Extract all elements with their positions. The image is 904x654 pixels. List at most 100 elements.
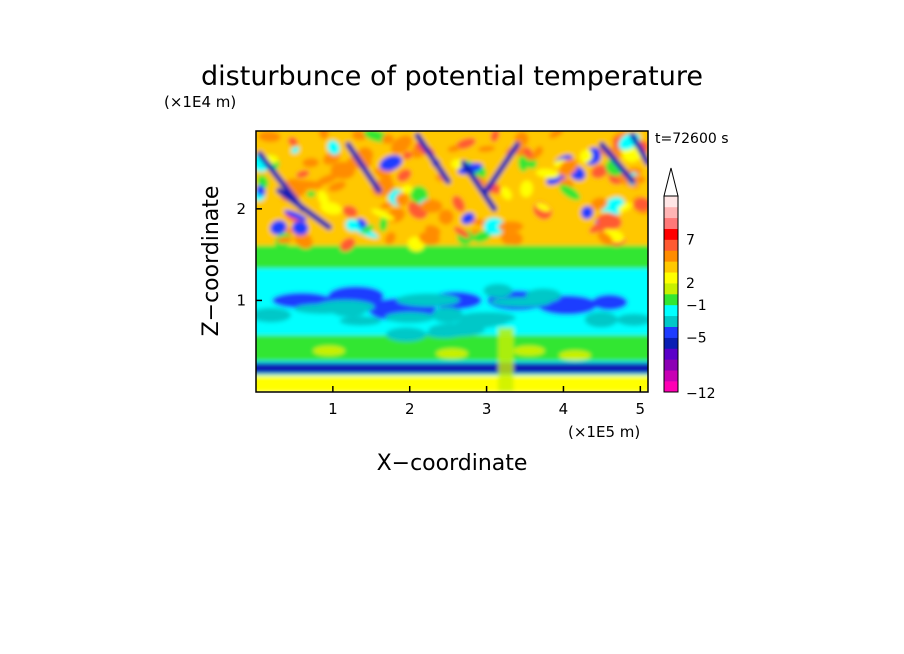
wave-band [414, 132, 452, 185]
upper-cell [292, 220, 309, 236]
colorbar-swatch [664, 196, 678, 208]
upper-cell [379, 155, 403, 172]
upper-cell [633, 197, 648, 211]
ripple [315, 300, 375, 314]
upper-cell [402, 151, 413, 160]
green-band [256, 245, 648, 269]
y-axis: 12 [236, 200, 262, 309]
upper-cell [483, 217, 505, 236]
colorbar-level-label: −5 [686, 331, 707, 347]
upper-cell [291, 146, 300, 154]
upper-cell [277, 236, 293, 244]
yellow-patch [558, 350, 591, 361]
upper-cell [418, 231, 441, 245]
contour-field [256, 131, 648, 392]
upper-cell [579, 149, 593, 163]
upper-cell [453, 226, 470, 239]
wave-band [629, 132, 648, 167]
plot-area [256, 131, 648, 392]
upper-cell [258, 131, 281, 143]
upper-cell [535, 168, 560, 179]
upper-cell [472, 230, 491, 243]
upper-cell [401, 185, 413, 195]
dark-blue-layer [256, 362, 648, 374]
wave-band [460, 160, 498, 212]
plot-frame [255, 130, 649, 393]
upper-cell [320, 202, 343, 215]
colorbar-swatch [664, 206, 678, 219]
colorbar-swatch [664, 381, 678, 393]
colorbar-level-label: −1 [686, 298, 707, 314]
colorbar-swatch [664, 283, 678, 295]
upper-cell [590, 164, 608, 179]
upper-cell [535, 202, 551, 212]
upper-cell [438, 209, 454, 225]
wave-band [345, 141, 382, 194]
plume [498, 327, 514, 392]
colorbar-level-label: 7 [686, 233, 695, 249]
ripple [385, 327, 427, 342]
chart-title: disturbunce of potential temperature [201, 61, 703, 92]
x-tick-label: 1 [328, 400, 338, 418]
x-axis: 1 2 3 4 5 [328, 386, 645, 418]
upper-cell [395, 192, 409, 207]
upper-cell [500, 186, 512, 200]
upper-cell [351, 131, 367, 141]
x-tick-label: 2 [405, 400, 415, 418]
upper-cell [284, 209, 308, 221]
ripple [525, 288, 562, 303]
wave-band [276, 187, 333, 231]
upper-cell [302, 158, 319, 168]
time-label: t=72600 s [655, 131, 729, 147]
y-unit-label: (×1E4 m) [164, 93, 236, 111]
upper-cell [580, 206, 594, 220]
upper-cell [374, 167, 393, 182]
ripple [425, 329, 463, 338]
upper-cell [396, 168, 412, 182]
upper-cell [597, 231, 614, 246]
upper-cell [420, 199, 443, 213]
ripple [616, 313, 648, 326]
ripple [460, 315, 509, 327]
upper-cell [451, 158, 463, 169]
colorbar-level-label: −12 [686, 386, 716, 402]
ripple [396, 293, 460, 307]
upper-cell [533, 146, 543, 158]
colorbar: −12−5−127 [663, 167, 716, 402]
field-layers [256, 131, 648, 392]
upper-cell [384, 231, 396, 245]
wave-band [483, 141, 521, 194]
ripple [339, 316, 382, 326]
colorbar-swatch [664, 326, 678, 338]
colorbar-swatch [664, 304, 678, 317]
upper-cell [558, 158, 578, 177]
upper-cell [410, 186, 429, 204]
upper-cell [327, 140, 340, 155]
upper-cell [294, 231, 313, 249]
upper-cell [523, 146, 533, 158]
upper-cell [596, 212, 622, 230]
upper-cell [256, 185, 266, 196]
x-axis-label: X−coordinate [377, 451, 528, 476]
colorbar-swatch [664, 217, 678, 229]
upper-cell [296, 170, 310, 179]
colorbar-extend-arrow [663, 167, 679, 197]
upper-cell [317, 190, 329, 207]
upper-cell [490, 131, 500, 143]
upper-cell [461, 212, 475, 225]
upper-cell [371, 208, 395, 221]
upper-cell [559, 184, 581, 201]
upper-cell [339, 237, 356, 252]
yellow-patch [436, 348, 468, 359]
colorbar-swatch [664, 261, 678, 273]
upper-cell [390, 135, 413, 155]
ripple [483, 283, 513, 298]
x-tick-label: 4 [559, 400, 569, 418]
upper-cell [498, 221, 524, 233]
x-unit-label: (×1E5 m) [568, 423, 640, 441]
colorbar-swatch [664, 228, 678, 240]
colorbar-swatch [664, 294, 678, 306]
surface-band [256, 375, 648, 392]
upper-cell [319, 131, 329, 140]
